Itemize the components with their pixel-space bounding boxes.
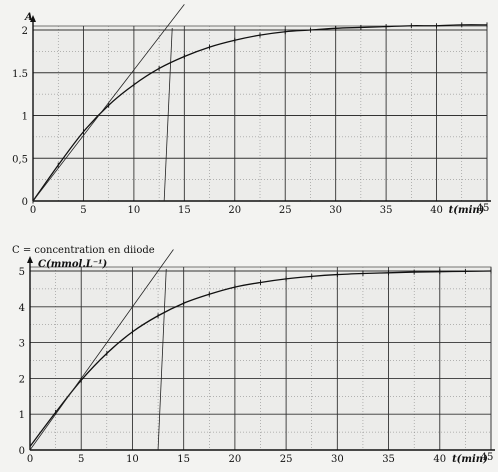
chart1-y-tick-label: 0 bbox=[22, 197, 28, 208]
chart2-x-axis-label: t(min) bbox=[452, 454, 488, 465]
chart1-x-tick-label: 25 bbox=[279, 205, 292, 216]
chart2-y-tick-label: 3 bbox=[19, 339, 25, 350]
chart1-guide-line bbox=[163, 27, 173, 202]
chart1-x-tick-label: 15 bbox=[178, 205, 191, 216]
chart2-x-tick-label: 15 bbox=[177, 454, 190, 465]
chart2-x-tick-label: 10 bbox=[126, 454, 139, 465]
chart1-x-tick-label: 30 bbox=[329, 205, 342, 216]
chart1-x-tick-label: 5 bbox=[80, 205, 86, 216]
chart2-y-tick-label: 1 bbox=[19, 410, 25, 421]
chart2-x-tick-label: 0 bbox=[27, 454, 33, 465]
chart1-y-tick-label: 0,5 bbox=[12, 154, 28, 165]
chart2-y-tick-label: 0 bbox=[19, 446, 25, 457]
chart1-y-tick-label: 1 bbox=[22, 112, 28, 123]
chart1-x-tick-label: 0 bbox=[30, 205, 36, 216]
chart1-tangent-line bbox=[32, 4, 185, 202]
chart1-y-axis-label: A bbox=[24, 12, 33, 23]
chart1-y-tick-label: 2 bbox=[22, 26, 28, 37]
chart2-y-tick-label: 5 bbox=[19, 267, 25, 278]
chart-concentration: 0 5 10 15 20 25 30 35 40 45012345C(mmol.L⁻¹)t(min… bbox=[12, 245, 495, 465]
chart2-x-tick-label: 40 bbox=[433, 454, 446, 465]
chart1-y-tick-label: 1.5 bbox=[12, 69, 28, 80]
chart2-x-tick-label: 45 bbox=[481, 452, 494, 463]
chart2-tangent-line bbox=[29, 249, 174, 451]
chart1-x-tick-label: 40 bbox=[430, 205, 443, 216]
chart1-x-axis-label: t(min) bbox=[449, 205, 485, 216]
chart2-x-tick-label: 30 bbox=[331, 454, 344, 465]
chart1-x-tick-label: 20 bbox=[228, 205, 241, 216]
chart2-x-tick-label: 35 bbox=[382, 454, 395, 465]
chart2-caption: C = concentration en diiode bbox=[12, 245, 155, 256]
chart2-y-tick-label: 2 bbox=[19, 374, 25, 385]
chart1-y-axis-arrow bbox=[30, 15, 36, 22]
chart2-x-tick-label: 20 bbox=[229, 454, 242, 465]
chart2-x-tick-label: 5 bbox=[78, 454, 84, 465]
chart2-guide-line bbox=[157, 268, 167, 451]
chart1-x-tick-label: 45 bbox=[477, 203, 490, 214]
chart2-x-tick-label: 25 bbox=[280, 454, 293, 465]
chart-absorbance: 0 5 10 15 20 25 30 35 40 45 0 0,5 1 1.5 2 At(min) bbox=[12, 4, 491, 216]
chart2-y-axis-label: C(mmol.L⁻¹) bbox=[38, 259, 107, 270]
chart1-x-tick-label: 10 bbox=[128, 205, 141, 216]
chart2-y-axis-arrow bbox=[27, 256, 33, 263]
chart1-x-tick-label: 35 bbox=[380, 205, 393, 216]
chart2-y-tick-label: 4 bbox=[19, 303, 25, 314]
